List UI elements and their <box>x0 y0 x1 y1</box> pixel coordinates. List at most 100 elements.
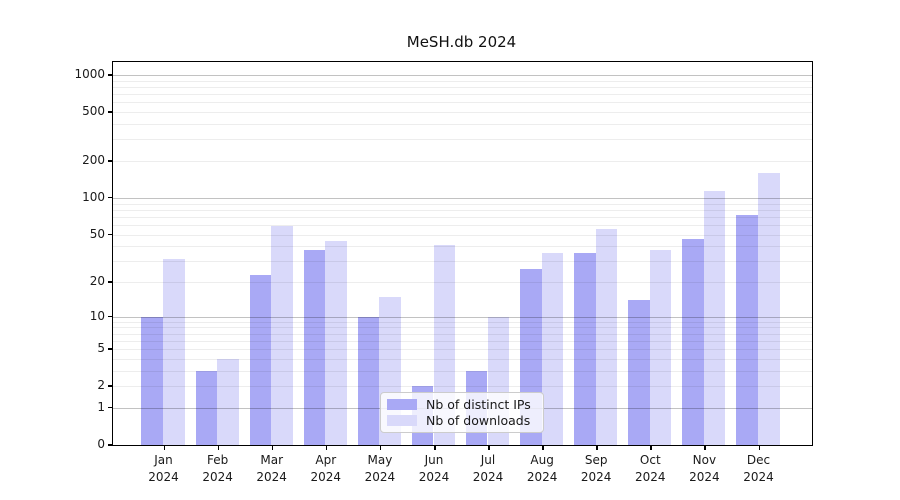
y-tick-label: 0 <box>97 437 105 451</box>
x-tick-mark <box>758 445 760 450</box>
x-tick-label: Nov 2024 <box>664 452 744 486</box>
minor-gridline <box>113 209 812 211</box>
minor-gridline <box>113 203 812 205</box>
minor-gridline <box>113 94 812 96</box>
legend-entry-nb-of-downloads: Nb of downloads <box>387 413 537 428</box>
x-tick-mark <box>704 445 706 450</box>
minor-gridline <box>113 340 812 342</box>
month-label: May <box>367 453 393 467</box>
legend: Nb of distinct IPs Nb of downloads <box>380 392 544 433</box>
y-tick-mark <box>108 315 113 318</box>
y-tick-label: 500 <box>82 104 105 119</box>
bar-nb-of-distinct-ips-feb <box>195 370 218 445</box>
year-label: 2024 <box>310 470 342 484</box>
x-tick-mark <box>379 445 382 450</box>
major-gridline <box>113 316 812 318</box>
year-label: 2024 <box>635 470 666 484</box>
year-label: 2024 <box>202 470 233 484</box>
x-tick-label: Aug 2024 <box>502 452 582 486</box>
minor-gridline <box>113 161 812 162</box>
x-tick-mark <box>217 445 220 450</box>
y-tick-mark <box>108 406 113 409</box>
year-label: 2024 <box>256 470 287 484</box>
plot-area: Nb of distinct IPs Nb of downloads <box>112 61 813 446</box>
y-tick-mark <box>108 348 113 350</box>
x-tick-label: Feb 2024 <box>178 452 258 486</box>
y-tick-mark <box>108 111 113 113</box>
y-tick-label: 5 <box>97 341 105 356</box>
x-tick-label: Oct 2024 <box>610 452 690 486</box>
x-tick-label: Jun 2024 <box>394 452 474 486</box>
chart-title: MeSH.db 2024 <box>406 33 517 51</box>
minor-gridline <box>113 349 812 351</box>
major-gridline <box>113 197 812 199</box>
y-tick-mark <box>108 281 113 283</box>
bar-nb-of-distinct-ips-jan <box>141 316 163 445</box>
minor-gridline <box>113 282 812 283</box>
bar-nb-of-downloads-sep <box>595 228 618 445</box>
bar-nb-of-distinct-ips-apr <box>303 250 326 445</box>
year-label: 2024 <box>689 470 720 484</box>
y-tick-mark <box>108 196 113 199</box>
legend-swatch-nb-of-distinct-ips <box>387 399 417 411</box>
minor-gridline <box>113 386 812 388</box>
bar-nb-of-downloads-oct <box>649 250 672 445</box>
month-label: Sep <box>584 453 608 467</box>
bar-nb-of-downloads-nov <box>703 191 726 445</box>
month-label: Feb <box>206 453 229 467</box>
month-label: Mar <box>260 453 283 467</box>
x-tick-mark <box>596 445 598 450</box>
year-label: 2024 <box>418 470 450 484</box>
bar-nb-of-distinct-ips-dec <box>736 214 758 445</box>
minor-gridline <box>113 102 812 104</box>
month-label: Dec <box>746 453 771 467</box>
minor-gridline <box>113 139 812 141</box>
bar-nb-of-downloads-aug <box>541 253 564 445</box>
year-label: 2024 <box>743 470 774 484</box>
month-label: Apr <box>315 453 337 467</box>
x-tick-mark <box>163 445 165 450</box>
minor-gridline <box>113 358 812 360</box>
month-label: Jan <box>154 453 173 467</box>
bar-nb-of-downloads-mar <box>271 225 293 445</box>
y-tick-label: 20 <box>89 274 105 288</box>
month-label: Jun <box>424 453 444 467</box>
x-tick-mark <box>325 445 328 450</box>
legend-label: Nb of downloads <box>426 412 531 428</box>
bar-nb-of-downloads-feb <box>217 358 239 445</box>
year-label: 2024 <box>472 470 504 484</box>
year-label: 2024 <box>364 470 396 484</box>
x-tick-mark <box>542 445 544 450</box>
y-tick-label: 10 <box>89 308 105 323</box>
minor-gridline <box>113 246 812 248</box>
y-tick-mark <box>108 233 113 235</box>
y-tick-label: 1 <box>97 399 105 414</box>
x-tick-label: Dec 2024 <box>719 452 799 486</box>
month-label: Jul <box>480 453 496 467</box>
legend-entry-nb-of-distinct-ips: Nb of distinct IPs <box>387 397 537 412</box>
minor-gridline <box>113 370 812 372</box>
legend-swatch-nb-of-downloads <box>387 414 417 426</box>
y-tick-mark <box>108 385 113 387</box>
bar-nb-of-distinct-ips-nov <box>682 238 704 445</box>
minor-gridline <box>113 224 812 226</box>
x-tick-mark <box>650 445 652 450</box>
minor-gridline <box>113 261 812 263</box>
x-tick-mark <box>488 445 490 450</box>
minor-gridline <box>113 216 812 218</box>
month-label: Oct <box>639 453 661 467</box>
minor-gridline <box>113 112 812 114</box>
x-tick-label: Apr 2024 <box>286 452 366 486</box>
minor-gridline <box>113 327 812 329</box>
x-tick-label: Sep 2024 <box>556 452 636 486</box>
bar-nb-of-downloads-jan <box>163 259 185 445</box>
y-tick-mark <box>108 74 113 76</box>
month-label: Aug <box>530 453 554 467</box>
bar-nb-of-downloads-dec <box>758 172 780 445</box>
bar-nb-of-distinct-ips-oct <box>628 300 650 445</box>
minor-gridline <box>113 80 812 82</box>
minor-gridline <box>113 321 812 323</box>
x-tick-label: Jul 2024 <box>448 452 528 486</box>
year-label: 2024 <box>148 470 179 484</box>
minor-gridline <box>113 234 812 236</box>
